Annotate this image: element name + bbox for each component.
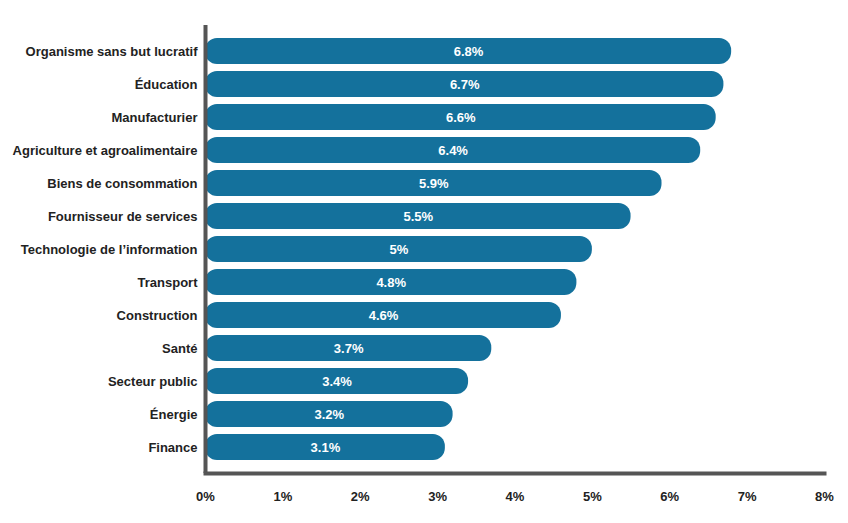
svg-text:5%: 5% (390, 242, 409, 257)
svg-text:4.6%: 4.6% (369, 308, 399, 323)
svg-text:Construction: Construction (117, 308, 198, 323)
svg-text:3%: 3% (428, 489, 447, 504)
svg-text:Fournisseur de services: Fournisseur de services (48, 209, 198, 224)
svg-text:4%: 4% (506, 489, 525, 504)
svg-text:0%: 0% (196, 489, 215, 504)
svg-text:1%: 1% (273, 489, 292, 504)
svg-text:2%: 2% (351, 489, 370, 504)
svg-text:Énergie: Énergie (150, 407, 198, 422)
svg-text:Agriculture et agroalimentaire: Agriculture et agroalimentaire (13, 143, 198, 158)
svg-text:3.2%: 3.2% (314, 407, 344, 422)
svg-text:4.8%: 4.8% (376, 275, 406, 290)
svg-text:Éducation: Éducation (135, 77, 198, 92)
svg-text:6.6%: 6.6% (446, 110, 476, 125)
svg-text:5.5%: 5.5% (403, 209, 433, 224)
svg-text:Santé: Santé (162, 341, 197, 356)
svg-text:3.1%: 3.1% (311, 440, 341, 455)
svg-text:Biens de consommation: Biens de consommation (47, 176, 197, 191)
svg-text:Technologie de l’information: Technologie de l’information (21, 242, 198, 257)
svg-text:5%: 5% (583, 489, 602, 504)
svg-text:6.4%: 6.4% (438, 143, 468, 158)
svg-text:Finance: Finance (148, 440, 197, 455)
svg-text:Secteur public: Secteur public (108, 374, 198, 389)
svg-text:Organisme sans but lucratif: Organisme sans but lucratif (26, 44, 199, 59)
svg-text:6%: 6% (660, 489, 679, 504)
svg-text:6.8%: 6.8% (454, 44, 484, 59)
svg-text:7%: 7% (738, 489, 757, 504)
svg-text:3.4%: 3.4% (322, 374, 352, 389)
svg-text:3.7%: 3.7% (334, 341, 364, 356)
svg-text:Transport: Transport (138, 275, 199, 290)
svg-text:8%: 8% (815, 489, 834, 504)
svg-text:6.7%: 6.7% (450, 77, 480, 92)
svg-text:5.9%: 5.9% (419, 176, 449, 191)
svg-text:Manufacturier: Manufacturier (112, 110, 198, 125)
